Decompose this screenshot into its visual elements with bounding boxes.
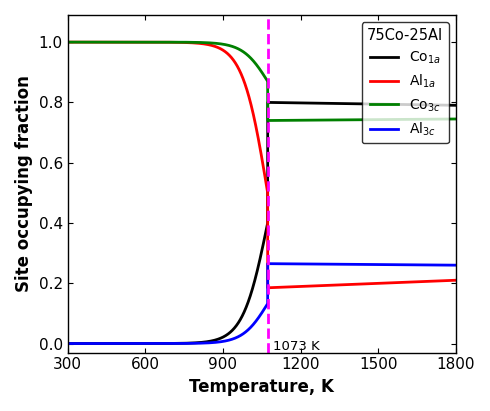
Y-axis label: Site occupying fraction: Site occupying fraction [15,75,33,292]
Text: 1073 K: 1073 K [273,339,319,353]
Legend: Co$_{1a}$, Al$_{1a}$, Co$_{3c}$, Al$_{3c}$: Co$_{1a}$, Al$_{1a}$, Co$_{3c}$, Al$_{3c… [362,22,449,143]
X-axis label: Temperature, K: Temperature, K [189,378,334,396]
